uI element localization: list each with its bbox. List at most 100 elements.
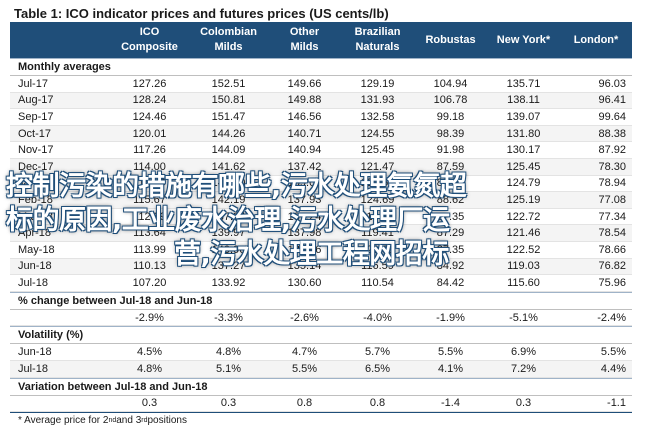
table-cell: 99.64 [598, 110, 626, 123]
table-cell: 150.81 [211, 94, 246, 107]
row-label: Jun-18 [18, 346, 52, 359]
table-cell: 88.62 [436, 193, 465, 206]
table-cell: 115.60 [507, 276, 540, 289]
row-label: Apr-18 [18, 227, 52, 240]
table-cell: 6.9% [510, 346, 537, 359]
table-row: Nov-17 117.26 144.09 140.94 125.45 91.98 130.1… [10, 142, 632, 159]
row-label: Oct-17 [18, 127, 52, 140]
table-cell: 151.47 [211, 110, 246, 123]
table-cell: 121.39 [360, 243, 395, 256]
row-label: Nov-17 [18, 144, 54, 157]
table-cell: 87.29 [436, 227, 465, 240]
table-cell: 88.38 [598, 127, 626, 140]
table-cell: 137.98 [287, 227, 322, 240]
table-cell: 84.92 [436, 260, 465, 273]
table-cell: 114.00 [133, 160, 166, 173]
table-cell: 112.89 [133, 210, 166, 223]
table-cell: 91.98 [436, 144, 465, 157]
table-cell: 146.56 [287, 110, 322, 123]
table-cell: 116.59 [361, 260, 394, 273]
table-row: Jun-18 4.5% 4.8% 4.7% 5.7% 5.5% 6.9% 5.5% [10, 344, 632, 361]
row-label: Aug-17 [18, 94, 54, 107]
table-cell: 137.93 [287, 193, 322, 206]
table-cell: 4.7% [291, 346, 318, 359]
table-cell: 122.72 [506, 210, 541, 223]
header-ico-composite: ICO Composite [121, 26, 178, 53]
table-cell: 139.07 [506, 110, 541, 123]
table-cell: 125.45 [506, 160, 541, 173]
table-cell: -4.0% [363, 311, 392, 324]
table-cell: 5.7% [364, 346, 391, 359]
header-blank [10, 22, 110, 58]
table-cell: 88.99 [436, 177, 465, 190]
table-cell: 121.69 [360, 177, 395, 190]
row-label: May-18 [18, 243, 55, 256]
table-cell: 75.96 [598, 276, 626, 289]
table-cell: 120.01 [132, 127, 167, 140]
table-cell: 144.09 [211, 144, 246, 157]
row-label: Jan-18 [18, 177, 52, 190]
table-cell: 133.92 [211, 276, 246, 289]
table-cell: 115.67 [133, 193, 166, 206]
table-row: Aug-17 128.24 150.81 149.88 131.93 106.78 138.… [10, 92, 632, 110]
table-cell: -2.9% [135, 311, 164, 324]
table-cell: 138.11 [507, 94, 540, 107]
table-cell: 141.62 [211, 160, 246, 173]
table-cell: 125.45 [360, 144, 395, 157]
table-cell: 149.88 [287, 94, 322, 107]
table-row: Sep-17 124.46 151.47 146.56 132.58 99.18 139.0… [10, 109, 632, 126]
table-cell: 4.8% [215, 346, 242, 359]
table-cell: -5.1% [509, 311, 538, 324]
table-cell: 77.08 [598, 193, 626, 206]
table-cell: 130.60 [287, 276, 322, 289]
table-cell: 5.5% [600, 346, 626, 359]
table-cell: 4.1% [437, 362, 464, 375]
table-cell: 144.26 [211, 127, 246, 140]
table-cell: 0.8 [369, 397, 386, 410]
table-cell: 87.35 [436, 210, 465, 223]
table-cell: 96.03 [598, 77, 626, 90]
table-cell: 135.71 [506, 77, 541, 90]
table-cell: 128.24 [132, 94, 167, 107]
table-cell: -2.6% [290, 311, 319, 324]
footnote-mid: and 3 [116, 415, 142, 427]
footnote-suffix: positions [147, 415, 187, 427]
table-row: Oct-17 120.01 144.26 140.71 124.55 98.39 131.8… [10, 125, 632, 143]
section-percent-change: % change between Jul-18 and Jun-18 [10, 291, 632, 310]
table-cell: 113.64 [133, 227, 166, 240]
table-cell: 106.78 [433, 94, 468, 107]
table-cell: 117.26 [133, 144, 166, 157]
table-cell: 141.20 [211, 177, 246, 190]
table-cell: 130.17 [506, 144, 541, 157]
table-cell: 132.58 [360, 110, 395, 123]
table-cell: 149.66 [287, 77, 322, 90]
table-cell: 129.19 [360, 77, 395, 90]
table-cell: 124.69 [360, 193, 395, 206]
table-cell: 124.55 [360, 127, 395, 140]
footnote-prefix: * Average price for 2 [18, 415, 109, 427]
table-cell: -1.1 [607, 397, 626, 410]
row-label: Dec-17 [18, 160, 54, 173]
table-cell: 137.27 [211, 260, 246, 273]
table-cell: 99.18 [436, 110, 465, 123]
table-cell: 124.79 [506, 177, 541, 190]
table-cell: 4.5% [136, 346, 163, 359]
header-new-york: New York* [496, 33, 551, 46]
table-row: Jul-18 4.8% 5.1% 5.5% 6.5% 4.1% 7.2% 4.4% [10, 360, 632, 378]
table-cell: 5.5% [291, 362, 318, 375]
table-cell: -2.4% [597, 311, 626, 324]
table-cell: 84.42 [436, 276, 465, 289]
table-header: ICO Composite Colombian Milds Other Mild… [10, 22, 632, 58]
table-cell: 152.51 [211, 77, 246, 90]
table-cell: 0.8 [296, 397, 313, 410]
table-cell: 87.59 [436, 160, 465, 173]
row-label: Sep-17 [18, 110, 54, 123]
table-title: Table 1: ICO indicator prices and future… [14, 6, 389, 21]
table-cell: 137.42 [287, 160, 322, 173]
table-cell: 140.94 [287, 144, 322, 157]
table-cell: 5.1% [215, 362, 242, 375]
volatility-rows: Jun-18 4.5% 4.8% 4.7% 5.7% 5.5% 6.9% 5.5% Jul-18… [10, 344, 632, 378]
table-cell: 137.24 [287, 210, 322, 223]
table-cell: 7.2% [510, 362, 537, 375]
